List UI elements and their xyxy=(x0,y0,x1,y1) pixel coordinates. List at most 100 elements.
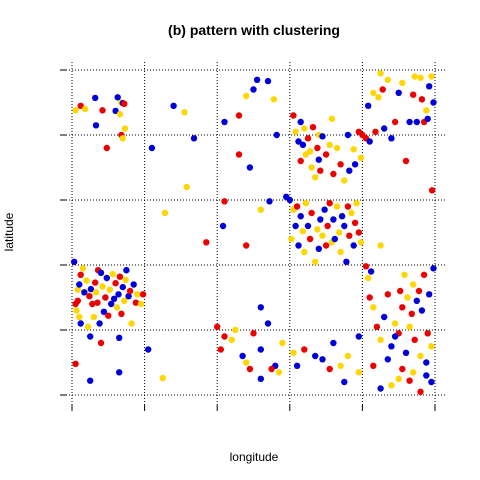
data-point-yellow xyxy=(337,362,344,369)
data-point-red xyxy=(121,100,128,108)
data-point-red xyxy=(417,388,424,395)
data-point-red xyxy=(246,365,254,373)
data-point-yellow xyxy=(301,125,308,132)
data-point-blue xyxy=(321,206,328,213)
data-point-yellow xyxy=(312,174,319,181)
data-point-blue xyxy=(71,258,78,265)
data-point-blue xyxy=(341,222,348,230)
data-point-yellow xyxy=(401,271,408,278)
data-point-yellow xyxy=(302,200,309,207)
data-point-blue xyxy=(384,356,391,363)
data-point-yellow xyxy=(306,148,314,155)
data-point-yellow xyxy=(375,94,382,101)
data-point-blue xyxy=(430,265,437,272)
data-point-blue xyxy=(295,138,302,145)
data-point-blue xyxy=(406,118,413,126)
data-point-red xyxy=(77,102,84,110)
data-point-yellow xyxy=(228,336,235,343)
data-point-yellow xyxy=(417,74,424,82)
data-point-blue xyxy=(297,213,304,220)
data-point-yellow xyxy=(83,277,90,284)
data-point-blue xyxy=(312,352,319,360)
data-point-blue xyxy=(253,76,261,84)
data-point-yellow xyxy=(417,352,424,360)
data-point-red xyxy=(102,294,109,301)
data-point-yellow xyxy=(288,235,295,243)
data-point-yellow xyxy=(337,248,344,256)
data-point-blue xyxy=(344,131,352,139)
data-point-yellow xyxy=(410,369,417,376)
data-point-blue xyxy=(402,349,410,356)
data-point-yellow xyxy=(275,369,283,376)
data-point-blue xyxy=(293,362,301,369)
data-point-yellow xyxy=(74,286,82,293)
data-point-yellow xyxy=(119,135,127,142)
data-point-blue xyxy=(116,334,123,341)
data-point-yellow xyxy=(90,313,98,321)
data-point-blue xyxy=(116,369,123,376)
x-axis-label: longitude xyxy=(230,450,279,464)
data-point-red xyxy=(290,112,297,119)
data-point-red xyxy=(324,222,331,230)
data-point-blue xyxy=(299,141,307,148)
data-point-yellow xyxy=(181,109,188,116)
data-point-blue xyxy=(343,258,350,265)
data-point-blue xyxy=(103,274,111,282)
data-point-red xyxy=(418,96,426,103)
data-point-yellow xyxy=(308,164,315,171)
data-point-yellow xyxy=(428,343,435,350)
data-point-blue xyxy=(391,333,399,340)
data-point-red xyxy=(351,219,359,226)
data-point-yellow xyxy=(299,228,307,235)
data-point-blue xyxy=(190,135,198,142)
data-point-blue xyxy=(123,267,130,274)
data-point-yellow xyxy=(333,203,341,210)
data-point-red xyxy=(379,86,386,93)
data-point-yellow xyxy=(159,374,166,382)
data-point-blue xyxy=(418,307,426,314)
data-point-yellow xyxy=(232,326,239,334)
data-point-yellow xyxy=(377,336,384,343)
data-point-yellow xyxy=(73,307,80,314)
data-point-blue xyxy=(297,118,304,126)
data-point-yellow xyxy=(319,232,326,239)
data-point-yellow xyxy=(370,89,377,97)
data-point-blue xyxy=(319,356,326,363)
data-point-yellow xyxy=(270,96,277,103)
data-point-blue xyxy=(355,333,362,340)
data-point-blue xyxy=(413,297,420,304)
data-point-blue xyxy=(341,378,348,386)
data-point-red xyxy=(408,310,415,317)
data-point-yellow xyxy=(79,265,87,272)
data-point-red xyxy=(203,239,210,246)
data-point-red xyxy=(94,299,101,306)
data-point-yellow xyxy=(357,154,365,161)
data-point-yellow xyxy=(328,115,336,123)
chart-title: (b) pattern with clustering xyxy=(168,22,340,38)
data-point-red xyxy=(103,144,111,152)
data-point-yellow xyxy=(137,300,145,308)
data-point-yellow xyxy=(128,320,135,327)
data-point-blue xyxy=(115,291,122,298)
data-point-blue xyxy=(350,242,357,249)
data-points xyxy=(71,70,437,395)
data-point-red xyxy=(372,128,379,135)
data-point-yellow xyxy=(370,304,377,311)
data-point-blue xyxy=(423,372,430,379)
data-point-red xyxy=(370,362,377,369)
grid-lines xyxy=(60,62,447,405)
data-point-blue xyxy=(108,300,115,308)
data-point-yellow xyxy=(72,107,79,114)
data-point-red xyxy=(118,310,125,317)
data-point-blue xyxy=(264,320,272,327)
data-point-blue xyxy=(413,118,420,126)
data-point-yellow xyxy=(391,320,399,327)
data-point-yellow xyxy=(81,105,89,113)
data-point-red xyxy=(322,242,330,249)
data-point-yellow xyxy=(344,352,352,360)
data-point-red xyxy=(243,242,250,249)
data-point-blue xyxy=(114,94,121,101)
data-point-yellow xyxy=(404,294,411,301)
data-point-yellow xyxy=(106,286,114,293)
